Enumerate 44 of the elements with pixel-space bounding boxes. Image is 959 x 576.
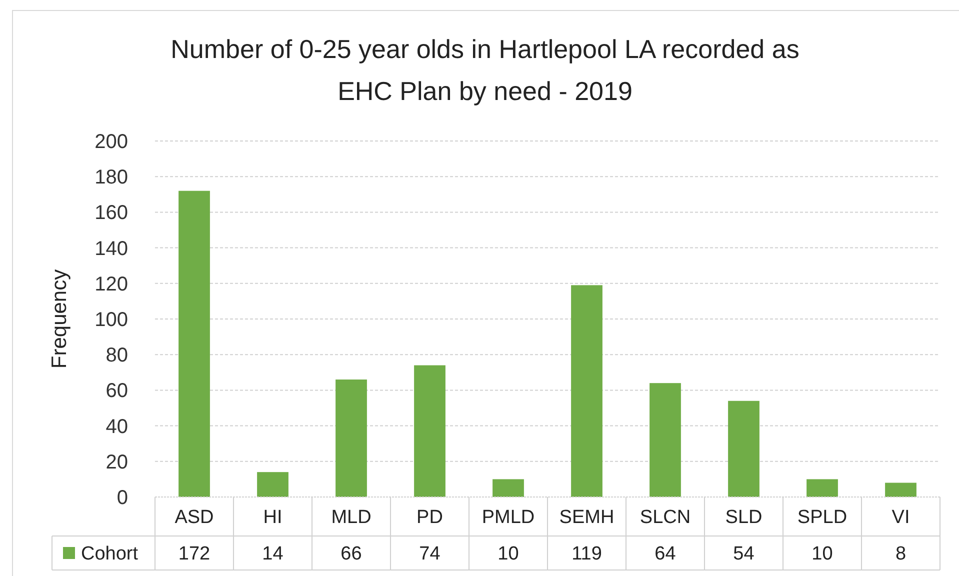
x-tick-label: SEMH	[559, 507, 614, 528]
y-axis-title: Frequency	[48, 268, 71, 369]
data-label: 172	[178, 544, 210, 565]
data-label: 10	[812, 544, 833, 565]
data-label: 74	[419, 544, 441, 565]
bar	[728, 400, 760, 497]
x-tick-label: PMLD	[482, 507, 535, 528]
y-tick-label: 120	[94, 273, 128, 296]
y-tick-label: 180	[94, 166, 128, 189]
bar	[650, 383, 681, 497]
bar	[257, 472, 288, 497]
data-label: 8	[895, 544, 906, 565]
bar	[178, 190, 210, 497]
bar	[492, 479, 524, 497]
bar	[414, 365, 446, 497]
y-tick-label: 60	[106, 380, 128, 402]
y-tick-label: 0	[116, 487, 128, 509]
x-tick-label: ASD	[174, 507, 214, 528]
data-label: 66	[340, 544, 362, 565]
x-tick-label: VI	[892, 507, 910, 528]
y-tick-label: 20	[106, 451, 128, 474]
x-tick-label: PD	[416, 507, 443, 528]
data-label: 119	[572, 544, 602, 565]
bar	[571, 285, 602, 497]
data-label: 64	[654, 544, 676, 565]
data-label: 54	[733, 544, 755, 565]
y-tick-label: 160	[94, 202, 128, 224]
x-tick-label: SLCN	[640, 507, 691, 528]
y-tick-label: 140	[94, 238, 128, 260]
y-tick-label: 100	[94, 309, 128, 331]
y-tick-label: 200	[94, 131, 128, 153]
x-tick-label: HI	[263, 507, 282, 528]
x-tick-label: SLD	[725, 507, 762, 528]
data-label: 14	[262, 544, 284, 565]
data-label: 10	[498, 544, 519, 565]
legend-label: Cohort	[81, 544, 139, 565]
x-tick-label: MLD	[331, 507, 372, 528]
y-tick-label: 40	[106, 416, 128, 438]
chart-title: Number of 0-25 year olds in Hartlepool LA recorded as EHC Plan by need - 2019	[170, 34, 800, 106]
bar	[806, 479, 838, 497]
y-tick-label: 80	[106, 344, 128, 367]
bar	[885, 482, 916, 497]
bar	[336, 380, 367, 497]
x-tick-label: SPLD	[797, 507, 848, 528]
